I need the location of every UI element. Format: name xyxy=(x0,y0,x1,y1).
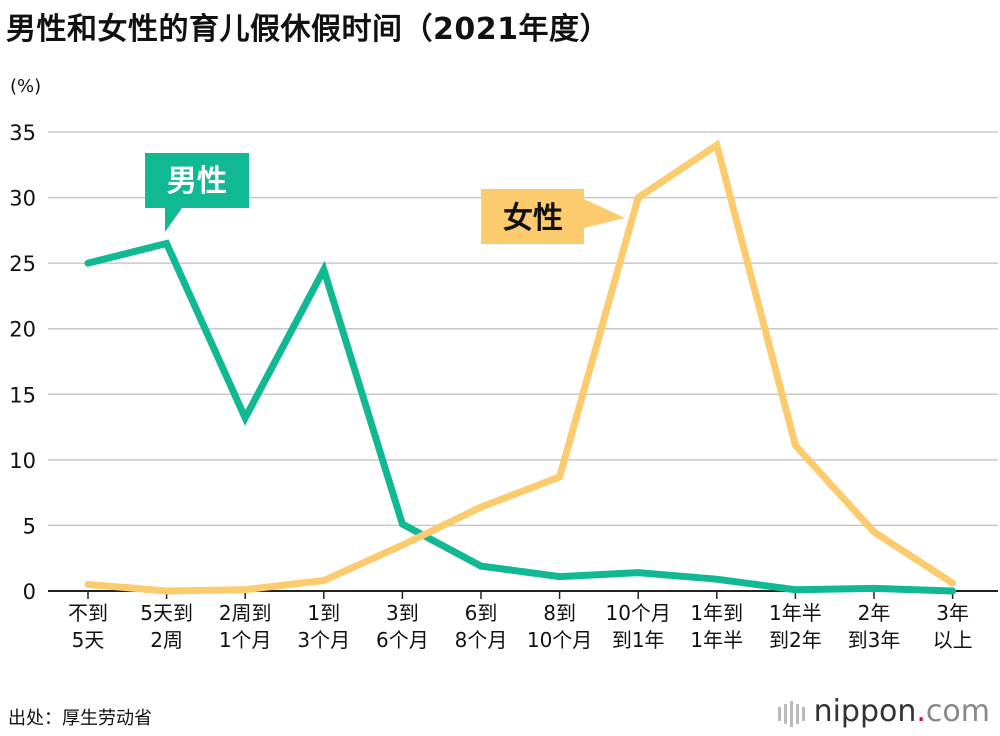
x-tick-label-line: 到3年 xyxy=(848,628,901,652)
y-tick-label: 30 xyxy=(9,187,36,211)
x-tick-label-line: 2年 xyxy=(858,601,891,625)
x-tick-label-line: 8个月 xyxy=(455,628,508,652)
x-tick-label-line: 3到 xyxy=(386,601,419,625)
female-callout-label: 女性 xyxy=(503,201,563,236)
female-legend-callout: 女性 xyxy=(481,189,625,244)
male-callout-label: 男性 xyxy=(167,164,227,199)
source-note: 出处：厚生劳动省 xyxy=(8,708,152,729)
male-legend-callout: 男性 xyxy=(145,153,249,232)
y-tick-label: 35 xyxy=(9,121,36,145)
x-tick-label-line: 8到 xyxy=(543,601,576,625)
y-tick-label: 0 xyxy=(23,580,36,604)
x-tick-label: 1年到 1年半 xyxy=(690,601,743,652)
x-tick-label: 1到 3个月 xyxy=(297,601,350,652)
female-callout-box xyxy=(481,189,625,244)
y-tick-label: 20 xyxy=(9,318,36,342)
x-tick-label: 3年以上 xyxy=(933,601,973,652)
x-tick-label-line: 5天 xyxy=(72,628,105,652)
x-tick-label-line: 10个月 xyxy=(605,601,670,625)
y-tick-labels: 0 5 10 15 20 25 30 35 xyxy=(9,121,36,604)
y-tick-label: 25 xyxy=(9,252,36,276)
x-tick-label-line: 2周到 xyxy=(219,601,272,625)
x-tick-label-line: 2周 xyxy=(150,628,183,652)
logo-dot: . xyxy=(916,694,926,729)
chart-title: 男性和女性的育儿假休假时间（2021年度） xyxy=(6,12,610,47)
x-tick-label-line: 10个月 xyxy=(527,628,592,652)
x-tick-label: 10个月到1年 xyxy=(605,601,670,652)
x-tick-label: 8到 10个月 xyxy=(527,601,592,652)
x-tick-label-line: 到1年 xyxy=(612,628,665,652)
logo-name: nippon xyxy=(813,694,917,729)
x-tick-label-line: 1个月 xyxy=(219,628,272,652)
series-lines xyxy=(84,139,957,595)
x-tick-label-line: 6到 xyxy=(465,601,498,625)
x-tick-label: 6到 8个月 xyxy=(455,601,508,652)
male-series-line xyxy=(84,239,957,595)
x-tick-label-line: 5天到 xyxy=(140,601,193,625)
y-axis-unit: (%) xyxy=(10,76,42,97)
x-tick-label-line: 6个月 xyxy=(376,628,429,652)
x-tick-label-line: 1年半 xyxy=(769,601,822,625)
logo-tld: com xyxy=(925,694,990,729)
y-tick-label: 10 xyxy=(9,449,36,473)
x-tick-label-line: 不到 xyxy=(68,601,108,625)
nippon-logo: nippon.com xyxy=(777,694,990,730)
y-tick-label: 15 xyxy=(9,383,36,407)
male-callout-box xyxy=(145,153,249,232)
x-tick-label-line: 1年到 xyxy=(690,601,743,625)
female-series-line xyxy=(84,139,957,595)
x-tick-label-line: 到2年 xyxy=(769,628,822,652)
x-tick-label-line: 1到 xyxy=(307,601,340,625)
x-tick-label-line: 3年 xyxy=(936,601,969,625)
x-tick-label-line: 以上 xyxy=(933,628,973,652)
x-tick-label: 不到 5天 xyxy=(68,601,108,652)
x-tick-label: 5天到 2周 xyxy=(140,601,193,652)
x-tick-label: 3到 6个月 xyxy=(376,601,429,652)
x-tick-label: 2年到3年 xyxy=(848,601,901,652)
x-tick-label: 1年半到2年 xyxy=(769,601,822,652)
y-tick-label: 5 xyxy=(23,514,36,538)
x-tick-label-line: 1年半 xyxy=(690,628,743,652)
x-tick-label: 2周到 1个月 xyxy=(219,601,272,652)
x-tick-label-line: 3个月 xyxy=(297,628,350,652)
logo-bars-icon xyxy=(777,695,808,730)
